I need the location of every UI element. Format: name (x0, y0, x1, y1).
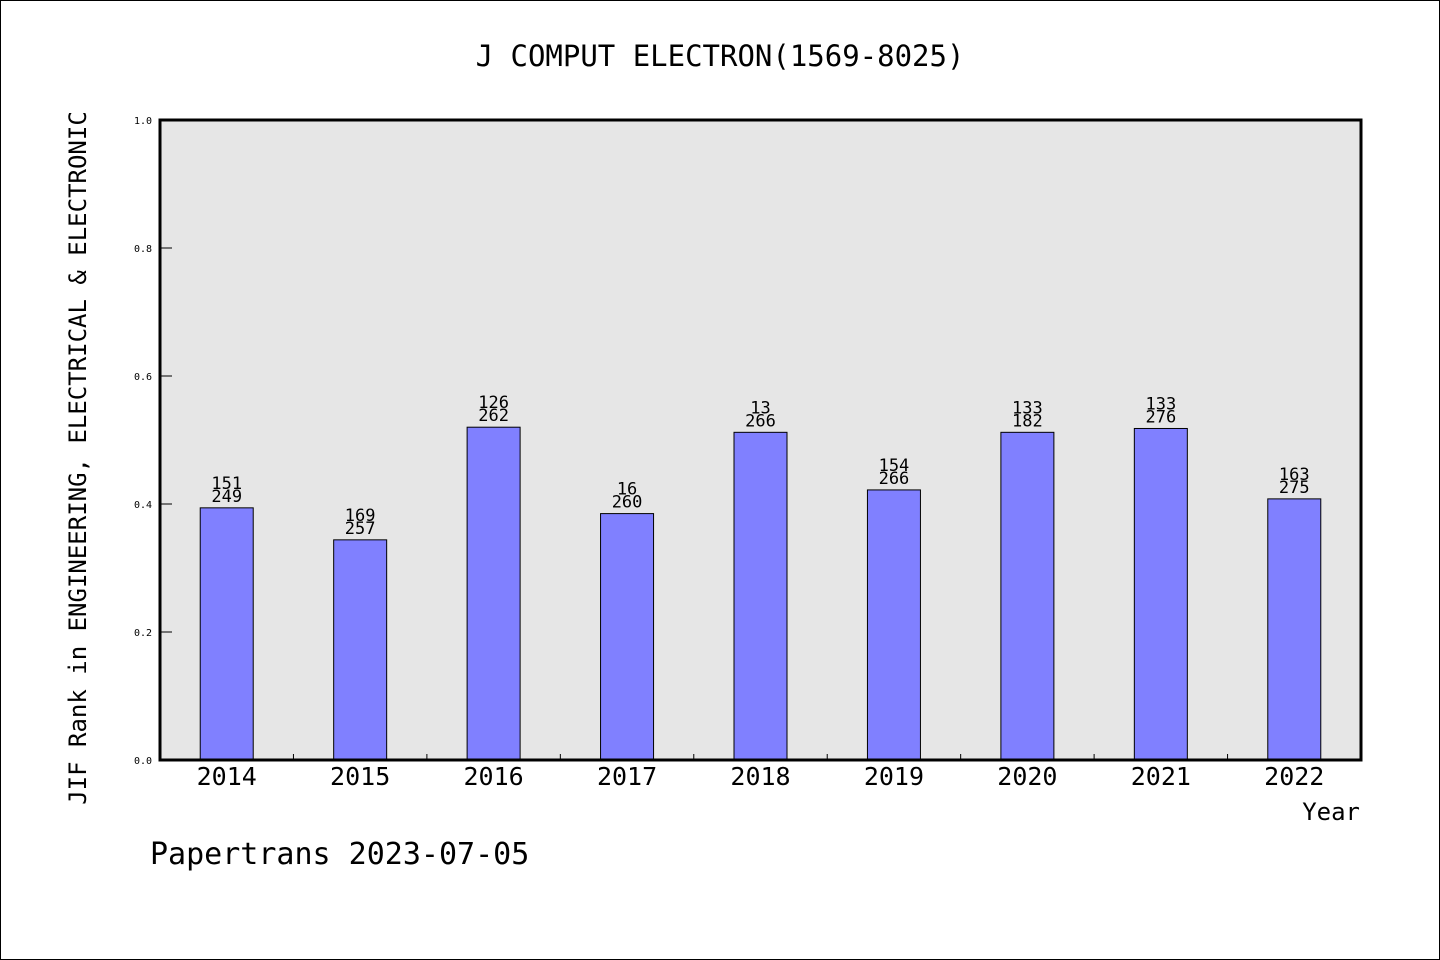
y-tick-label: 0.6 (134, 372, 152, 383)
y-tick-label: 1.0 (134, 116, 152, 127)
bar-total-label: 275 (1279, 478, 1310, 498)
bar (866, 489, 921, 761)
bar-total-label: 266 (745, 411, 776, 431)
bar (199, 507, 254, 761)
bar (333, 539, 388, 761)
bar-total-label: 257 (345, 519, 376, 539)
y-axis-label: JIF Rank in ENGINEERING, ELECTRICAL & EL… (64, 111, 92, 805)
bar-rank-label: 13 (750, 398, 770, 418)
x-tick-label: 2018 (730, 762, 790, 791)
bar (1000, 431, 1055, 761)
x-tick-label: 2019 (864, 762, 924, 791)
x-tick-label: 2020 (997, 762, 1057, 791)
bar-total-label: 260 (612, 493, 643, 513)
bar (466, 426, 521, 761)
bar-total-label: 182 (1012, 411, 1043, 431)
x-tick-label: 2015 (330, 762, 390, 791)
bar (1267, 498, 1322, 761)
x-tick-label: 2014 (197, 762, 257, 791)
bar-total-label: 262 (478, 406, 509, 426)
bar (1133, 427, 1188, 761)
y-tick-label: 0.8 (134, 244, 152, 255)
x-tick-label: 2016 (464, 762, 524, 791)
bar-rank-label: 16 (617, 480, 637, 500)
footer-credit: Papertrans 2023-07-05 (150, 837, 529, 872)
x-tick-label: 2021 (1131, 762, 1191, 791)
x-tick-label: 2017 (597, 762, 657, 791)
chart-title: J COMPUT ELECTRON(1569-8025) (476, 39, 965, 73)
bar-labels: 1512491692571262621626013266154266133182… (211, 393, 1309, 539)
x-axis-ticks: 2014 2015 2016 2017 2018 2019 2020 2021 2022 (197, 754, 1324, 791)
bar-rank-label: 126 (478, 393, 509, 413)
bar-rank-label: 169 (345, 506, 376, 526)
bar-rank-label: 151 (211, 474, 242, 494)
bar-total-label: 249 (211, 487, 242, 507)
bar-rank-label: 163 (1279, 465, 1310, 485)
bar-total-label: 266 (879, 469, 910, 489)
y-tick-label: 0.2 (134, 628, 152, 639)
bar (600, 513, 655, 761)
plot-border (158, 118, 1363, 762)
x-tick-label: 2022 (1264, 762, 1324, 791)
x-axis-label: Year (1302, 798, 1360, 826)
y-tick-label: 0.4 (134, 500, 152, 511)
bar-rank-label: 133 (1145, 394, 1176, 414)
bar (733, 431, 788, 761)
bars (199, 426, 1322, 761)
bar-rank-label: 154 (879, 456, 910, 476)
bar-total-label: 276 (1145, 407, 1176, 427)
bar-rank-label: 133 (1012, 398, 1043, 418)
y-tick-label: 0.0 (134, 756, 152, 767)
y-axis-ticks: 0.0 0.2 0.4 0.6 0.8 1.0 (134, 116, 172, 767)
